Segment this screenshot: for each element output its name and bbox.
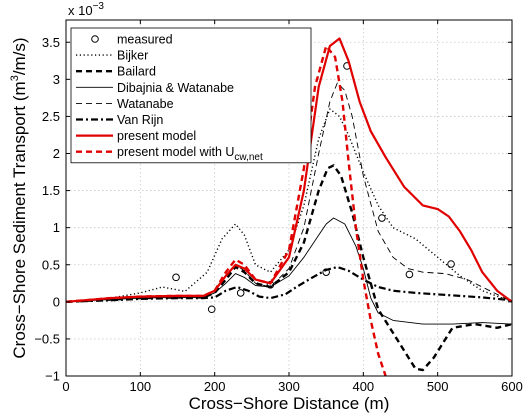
legend: measured Bijker Bailard Dibajnia & Watanabe… — [70, 27, 312, 164]
data-series — [66, 37, 512, 376]
measured-point — [207, 305, 216, 314]
y-multiplier: x 10−3 — [68, 1, 104, 18]
y-multiplier-exponent: −3 — [93, 1, 105, 12]
series-line-present-model-with-u — [66, 44, 387, 376]
y-tick-label: 3 — [53, 72, 60, 87]
x-tick-label: 200 — [204, 379, 226, 394]
y-tick-label: 3.5 — [42, 35, 60, 50]
x-tick-label: 500 — [427, 379, 449, 394]
series-line-dibajnia-watanabe — [66, 217, 512, 325]
x-tick-label: 600 — [501, 379, 523, 394]
y-tick-label: 0 — [53, 294, 60, 309]
y-tick-label: 0.5 — [42, 257, 60, 272]
y-tick-label: −0.5 — [34, 331, 60, 346]
legend-label-bijker: Bijker — [117, 49, 148, 63]
y-axis-label-tail: /m/s) — [10, 37, 29, 75]
measured-point — [405, 270, 414, 279]
legend-label-present-model-with-u: present model with Ucw,net — [117, 145, 263, 163]
y-axis-label-exponent: 3 — [9, 75, 21, 81]
legend-label-measured: measured — [117, 33, 173, 47]
y-tick-label: 1 — [53, 220, 60, 235]
x-tick-label: 0 — [62, 379, 69, 394]
y-axis-label-main: Cross−Shore Sediment Transport (m — [10, 81, 29, 358]
x-tick-label: 300 — [278, 379, 300, 394]
y-multiplier-base: x 10 — [68, 3, 93, 18]
legend-label-bailard: Bailard — [117, 65, 156, 79]
legend-label-van-rijn: Van Rijn — [117, 113, 163, 127]
legend-box — [70, 27, 312, 164]
grid-lines — [66, 20, 512, 377]
y-axis-label: Cross−Shore Sediment Transport (m3/m/s) — [9, 37, 29, 358]
measured-point — [447, 260, 455, 268]
y-tick-label: 1.5 — [42, 183, 60, 198]
axis-ticks: 0 100 200 300 400 500 600 −1 −0.5 0 0.5 1 1.5 2 2.5 3 3.… — [34, 20, 523, 394]
legend-label-dibajnia-watanabe: Dibajnia & Watanabe — [117, 81, 234, 95]
measured-point — [172, 273, 180, 282]
y-tick-label: 2 — [53, 146, 60, 161]
series-line-van-rijn — [66, 265, 512, 303]
x-axis-label: Cross−Shore Distance (m) — [189, 394, 390, 413]
x-tick-label: 400 — [352, 379, 374, 394]
legend-swatch-measured — [91, 35, 99, 43]
legend-label-present-model: present model — [117, 129, 196, 143]
series-line-watanabe — [66, 82, 512, 303]
legend-label-watanabe: Watanabe — [117, 97, 174, 111]
y-tick-label: 2.5 — [42, 109, 60, 124]
x-tick-label: 100 — [129, 379, 151, 394]
measured-point — [378, 214, 386, 222]
y-tick-label: −1 — [45, 369, 60, 384]
measured-point — [236, 289, 245, 297]
